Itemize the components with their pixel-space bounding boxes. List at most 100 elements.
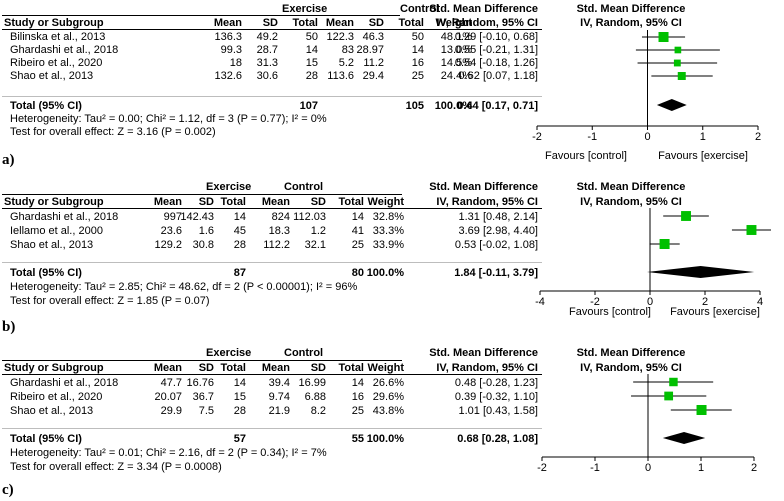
total-label: Total (95% CI) — [10, 267, 82, 279]
ct-sd: 29.4 — [354, 70, 384, 82]
x-tick-label: -1 — [590, 462, 600, 474]
weight: 33.9% — [358, 239, 404, 251]
ex-sd: 31.3 — [250, 57, 278, 69]
header-study: Study or Subgroup — [4, 196, 104, 208]
forest-plot-panel-a: Exercise Control Std. Mean Difference St… — [0, 0, 784, 167]
header-ex-total: Total — [208, 362, 246, 374]
heterogeneity-text: Heterogeneity: Tau² = 2.85; Chi² = 48.62… — [10, 281, 357, 293]
ct-mean: 39.4 — [248, 377, 290, 389]
ex-total-sum: 107 — [280, 100, 318, 112]
study-marker — [664, 392, 673, 401]
ex-total-sum: 57 — [208, 433, 246, 445]
study-name: Ribeiro et al., 2020 — [10, 57, 102, 69]
x-tick-label: 2 — [751, 462, 757, 474]
favours-exercise-label: Favours [exercise] — [660, 306, 770, 318]
x-tick-label: -2 — [537, 462, 547, 474]
study-marker — [697, 405, 707, 415]
x-tick-label: -2 — [532, 131, 542, 143]
study-name: Ghardashi et al., 2018 — [10, 44, 118, 56]
header-ct-sd: SD — [296, 196, 326, 208]
ct-mean: 112.2 — [248, 239, 290, 251]
overall-effect-text: Test for overall effect: Z = 3.16 (P = 0… — [10, 126, 216, 138]
total-label: Total (95% CI) — [10, 433, 82, 445]
heterogeneity-text: Heterogeneity: Tau² = 0.01; Chi² = 2.16,… — [10, 447, 327, 459]
ct-mean: 122.3 — [312, 31, 354, 43]
study-marker — [681, 211, 691, 221]
study-name: Shao et al., 2013 — [10, 239, 93, 251]
weight: 26.6% — [358, 377, 404, 389]
x-tick-label: 2 — [755, 131, 761, 143]
favours-exercise-label: Favours [exercise] — [648, 150, 758, 162]
favours-control-label: Favours [control] — [560, 306, 660, 318]
study-marker — [747, 225, 757, 235]
ct-sd: 8.2 — [288, 405, 326, 417]
study-marker — [674, 60, 681, 67]
pooled-diamond — [657, 99, 687, 111]
study-marker — [660, 239, 670, 249]
x-tick-label: -1 — [587, 131, 597, 143]
study-marker — [678, 72, 686, 80]
ex-total: 28 — [208, 405, 246, 417]
pooled-diamond — [663, 432, 705, 444]
ex-mean: 136.3 — [200, 31, 242, 43]
x-tick-label: 0 — [645, 462, 651, 474]
panel-label-a: a) — [2, 152, 15, 168]
study-name: Bilinska et al., 2013 — [10, 31, 105, 43]
header-ex-mean: Mean — [200, 17, 242, 29]
forest-plot-c: -2 -1 0 1 2 — [500, 334, 784, 501]
ct-total: 16 — [386, 57, 424, 69]
ct-sd: 16.99 — [288, 377, 326, 389]
header-control: Control — [284, 181, 334, 193]
ex-mean: 132.6 — [200, 70, 242, 82]
header-ex-sd: SD — [250, 17, 278, 29]
ct-total: 14 — [386, 44, 424, 56]
x-tick-label: 1 — [698, 462, 704, 474]
header-study: Study or Subgroup — [4, 362, 104, 374]
weight: 29.6% — [358, 391, 404, 403]
pooled-diamond — [647, 266, 754, 278]
ct-mean: 113.6 — [312, 70, 354, 82]
ct-sd: 1.2 — [288, 225, 326, 237]
header-ct-sd: SD — [354, 17, 384, 29]
header-ct-sd: SD — [296, 362, 326, 374]
x-tick-label: 1 — [700, 131, 706, 143]
header-ct-mean: Mean — [248, 196, 290, 208]
ct-sd: 11.2 — [354, 57, 384, 69]
ct-mean: 9.74 — [248, 391, 290, 403]
x-tick-label: -4 — [535, 296, 545, 308]
study-name: Ribeiro et al., 2020 — [10, 391, 102, 403]
header-ct-mean: Mean — [248, 362, 290, 374]
forest-plot-a: -2 -1 0 1 2 — [500, 0, 784, 167]
total-weight: 100.0% — [358, 267, 404, 279]
weight: 33.3% — [358, 225, 404, 237]
x-tick-label: 0 — [644, 131, 650, 143]
ct-total-sum: 105 — [386, 100, 424, 112]
header-exercise: Exercise — [206, 347, 256, 359]
favours-control-label: Favours [control] — [536, 150, 636, 162]
total-label: Total (95% CI) — [10, 100, 82, 112]
ex-total: 15 — [208, 391, 246, 403]
ex-mean: 18 — [200, 57, 242, 69]
ex-total: 28 — [208, 239, 246, 251]
ct-mean: 5.2 — [312, 57, 354, 69]
ct-total: 25 — [386, 70, 424, 82]
study-name: Iellamo et al., 2000 — [10, 225, 103, 237]
ex-total-sum: 87 — [208, 267, 246, 279]
panel-label-c: c) — [2, 482, 14, 498]
study-name: Shao et al., 2013 — [10, 70, 93, 82]
overall-effect-text: Test for overall effect: Z = 3.34 (P = 0… — [10, 461, 222, 473]
header-ex-mean: Mean — [140, 196, 182, 208]
study-name: Shao et al., 2013 — [10, 405, 93, 417]
study-name: Ghardashi et al., 2018 — [10, 377, 118, 389]
study-marker — [669, 378, 677, 386]
header-ct-mean: Mean — [312, 17, 354, 29]
ex-mean: 99.3 — [200, 44, 242, 56]
header-control: Control — [284, 347, 334, 359]
overall-effect-text: Test for overall effect: Z = 1.85 (P = 0… — [10, 295, 210, 307]
header-exercise: Exercise — [206, 181, 256, 193]
forest-plot-panel-c: Exercise Control Std. Mean Difference St… — [0, 334, 784, 501]
header-study: Study or Subgroup — [4, 17, 104, 29]
ex-sd: 30.6 — [250, 70, 278, 82]
study-marker — [659, 32, 669, 42]
ct-mean: 21.9 — [248, 405, 290, 417]
